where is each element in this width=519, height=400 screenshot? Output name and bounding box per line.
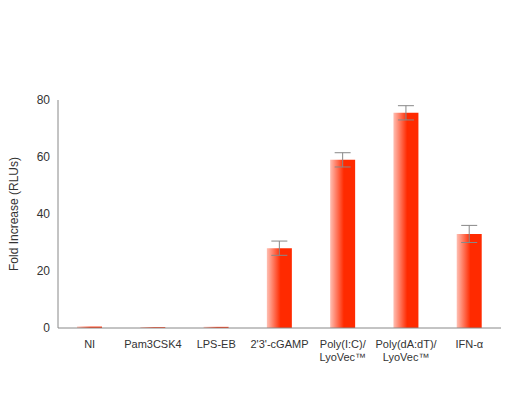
svg-text:Poly(I:C)/LyoVec™: Poly(I:C)/LyoVec™	[319, 338, 366, 363]
svg-text:2'3'-cGAMP: 2'3'-cGAMP	[251, 338, 309, 350]
svg-text:Poly(dA:dT)/LyoVec™: Poly(dA:dT)/LyoVec™	[376, 338, 438, 363]
svg-text:40: 40	[37, 207, 51, 221]
svg-text:60: 60	[37, 150, 51, 164]
svg-text:80: 80	[37, 93, 51, 107]
svg-text:Pam3CSK4: Pam3CSK4	[124, 338, 181, 350]
svg-text:LPS-EB: LPS-EB	[197, 338, 236, 350]
svg-text:Fold Increase (RLUs): Fold Increase (RLUs)	[8, 157, 21, 271]
svg-text:0: 0	[43, 321, 50, 335]
svg-text:IFN-α: IFN-α	[455, 338, 483, 350]
svg-text:20: 20	[37, 264, 51, 278]
svg-text:NI: NI	[84, 338, 95, 350]
